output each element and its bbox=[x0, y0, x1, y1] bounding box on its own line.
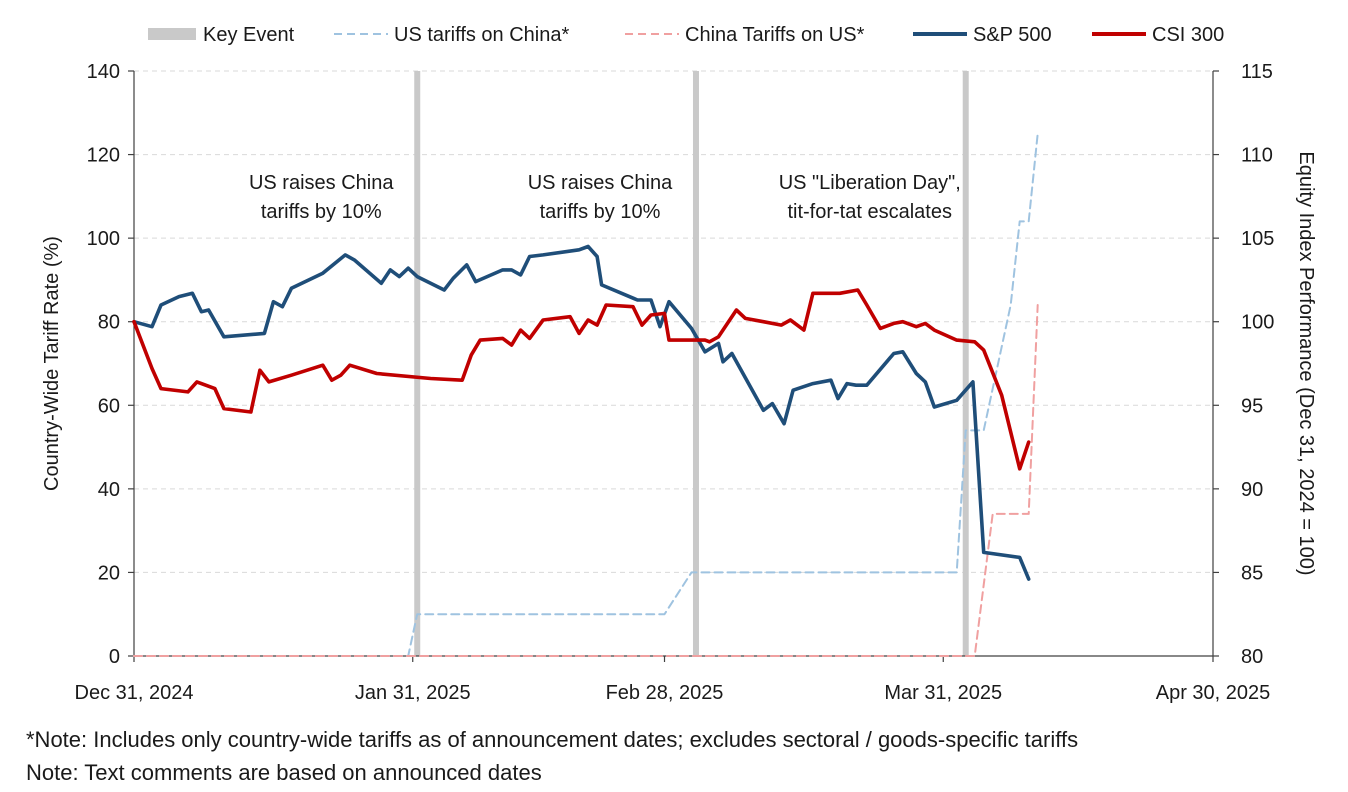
left-tick-label: 20 bbox=[98, 562, 120, 584]
legend-label-key-event: Key Event bbox=[203, 24, 295, 46]
key-event-band-1 bbox=[414, 71, 421, 656]
left-tick-label: 40 bbox=[98, 479, 120, 501]
right-tick-label: 80 bbox=[1241, 646, 1263, 668]
right-axis-title: Equity Index Performance (Dec 31, 2024 =… bbox=[1295, 151, 1317, 575]
series-line-us-tariffs-on-china bbox=[133, 132, 1039, 657]
chart-canvas: 0 20 40 60 80 100 120 140 80 85 90 95 100 105 110 115 De… bbox=[41, 24, 1317, 704]
right-tick-label: 100 bbox=[1241, 312, 1274, 334]
series-line-s-p-500 bbox=[132, 244, 1031, 581]
right-tick-label: 115 bbox=[1241, 61, 1273, 83]
x-tick-label: Feb 28, 2025 bbox=[606, 682, 724, 704]
legend-label-china-tariffs-on-us: China Tariffs on US* bbox=[685, 24, 865, 46]
key-event-band-2 bbox=[692, 71, 699, 656]
x-tick-label: Dec 31, 2024 bbox=[75, 682, 194, 704]
footnote-tariff-scope: *Note: Includes only country-wide tariff… bbox=[26, 727, 1079, 752]
series-line-csi-300 bbox=[132, 288, 1031, 471]
event-annotation-2: tariffs by 10% bbox=[540, 201, 661, 223]
left-tick-label: 0 bbox=[109, 646, 120, 668]
x-tick-label: Mar 31, 2025 bbox=[884, 682, 1002, 704]
left-tick-label: 60 bbox=[98, 395, 120, 417]
right-tick-label: 95 bbox=[1241, 395, 1263, 417]
left-axis-title: Country-Wide Tariff Rate (%) bbox=[41, 236, 63, 491]
event-annotation-1: tariffs by 10% bbox=[261, 201, 382, 223]
legend-label-us-tariffs-on-china: US tariffs on China* bbox=[394, 24, 569, 46]
event-annotation-3: tit-for-tat escalates bbox=[787, 201, 952, 223]
event-annotation-3: US "Liberation Day", bbox=[779, 172, 961, 194]
right-tick-label: 105 bbox=[1241, 228, 1274, 250]
right-tick-label: 90 bbox=[1241, 479, 1263, 501]
event-annotation-1: US raises China bbox=[249, 172, 394, 194]
footnote-text-comments: Note: Text comments are based on announc… bbox=[26, 760, 542, 785]
x-tick-label: Jan 31, 2025 bbox=[355, 682, 471, 704]
event-annotation-2: US raises China bbox=[528, 172, 673, 194]
legend-swatch-key-event bbox=[148, 28, 196, 40]
left-tick-label: 140 bbox=[87, 61, 120, 83]
x-tick-label: Apr 30, 2025 bbox=[1156, 682, 1271, 704]
right-tick-label: 110 bbox=[1241, 145, 1273, 167]
right-tick-label: 85 bbox=[1241, 562, 1263, 584]
key-event-band-3 bbox=[962, 71, 969, 656]
left-tick-label: 100 bbox=[87, 228, 120, 250]
left-tick-label: 80 bbox=[98, 312, 120, 334]
legend-label-s-p-500: S&P 500 bbox=[973, 24, 1052, 46]
left-tick-label: 120 bbox=[87, 145, 120, 167]
series-line-china-tariffs-on-us bbox=[133, 304, 1039, 657]
legend-label-csi-300: CSI 300 bbox=[1152, 24, 1224, 46]
